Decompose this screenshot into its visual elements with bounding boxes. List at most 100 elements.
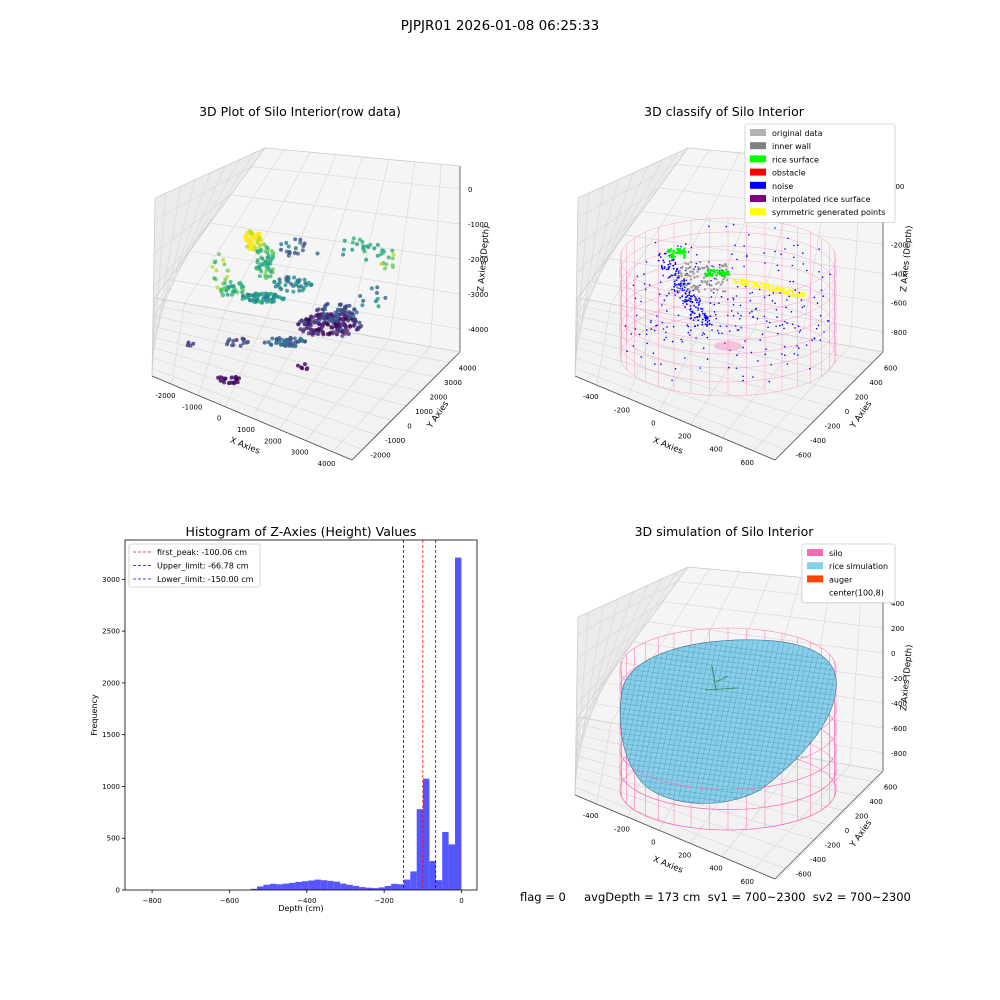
y-gridline xyxy=(153,336,407,407)
data-point xyxy=(298,327,303,332)
data-point xyxy=(246,292,251,297)
rice-surface-point xyxy=(720,269,724,272)
x-tick-label: 4000 xyxy=(318,460,336,468)
noise-point xyxy=(674,284,676,287)
noise-point xyxy=(660,264,663,267)
data-point xyxy=(257,274,262,279)
noise-point xyxy=(662,328,665,330)
noise-point xyxy=(646,342,648,345)
noise-point xyxy=(789,280,791,283)
histogram-bar xyxy=(250,888,258,890)
noise-point xyxy=(650,328,652,331)
noise-point xyxy=(708,225,710,228)
histogram-bar xyxy=(384,885,392,890)
noise-point xyxy=(781,324,784,326)
rice-surface-point xyxy=(683,247,686,250)
data-point xyxy=(264,276,269,281)
noise-point xyxy=(751,310,753,313)
noise-point xyxy=(724,342,726,345)
raw-data-3d-plot: 3D Plot of Silo Interior(row data)-2000-… xyxy=(151,104,492,468)
inner-wall-point xyxy=(680,272,683,275)
pane-edge xyxy=(577,147,689,299)
rice-surface-point xyxy=(667,248,670,252)
noise-point xyxy=(683,286,686,289)
data-point xyxy=(238,280,242,285)
noise-point xyxy=(686,294,689,297)
y-tick-label: 0 xyxy=(116,887,120,895)
rice-surface-point xyxy=(671,253,675,256)
data-point xyxy=(283,283,288,288)
noise-point xyxy=(668,265,671,268)
noise-point xyxy=(749,292,751,295)
histogram-bar xyxy=(442,832,449,890)
x-axis-label: X Axies xyxy=(228,436,261,457)
noise-point xyxy=(624,325,627,327)
data-point xyxy=(381,250,385,255)
z-tick-label: 0 xyxy=(468,186,472,194)
noise-point xyxy=(718,332,720,335)
y-tick-label: 4000 xyxy=(459,364,477,372)
noise-point xyxy=(774,302,776,305)
z-tick-label: 0 xyxy=(891,650,895,658)
data-point xyxy=(279,287,284,292)
noise-point xyxy=(698,301,700,303)
data-point xyxy=(220,293,225,298)
noise-point xyxy=(712,292,715,294)
rice-surface-point xyxy=(672,249,675,252)
noise-point xyxy=(699,284,701,287)
data-point xyxy=(360,240,365,244)
symmetric-point xyxy=(744,283,748,286)
z-tick-label: -800 xyxy=(891,750,907,758)
data-point xyxy=(300,288,305,293)
noise-point xyxy=(697,307,699,309)
legend-swatch xyxy=(750,155,766,163)
data-point xyxy=(253,245,258,250)
inner-wall-point xyxy=(715,282,718,285)
legend-swatch xyxy=(807,562,823,570)
noise-point xyxy=(697,309,699,311)
noise-point xyxy=(663,267,666,270)
noise-point xyxy=(698,314,701,317)
data-point xyxy=(341,247,346,252)
noise-point xyxy=(744,285,747,288)
noise-point xyxy=(634,328,637,330)
noise-point xyxy=(823,331,825,333)
data-point xyxy=(274,340,279,345)
data-point xyxy=(218,378,223,383)
noise-point xyxy=(805,344,808,346)
noise-point xyxy=(638,333,641,336)
y-tick-label: 400 xyxy=(869,798,882,806)
left-wall-pane xyxy=(152,148,265,376)
data-point xyxy=(347,303,352,308)
symmetric-point xyxy=(802,292,806,296)
rice-surface-point xyxy=(726,270,729,273)
noise-point xyxy=(817,324,820,327)
noise-point xyxy=(734,244,736,246)
z-gridline xyxy=(576,641,634,707)
z-gridline xyxy=(574,281,591,357)
noise-point xyxy=(673,290,676,292)
data-point xyxy=(357,237,362,242)
y-tick-label: 0 xyxy=(845,827,849,835)
data-point xyxy=(342,238,347,243)
noise-point xyxy=(709,315,712,317)
y-tick-label: 3000 xyxy=(102,576,120,584)
noise-point xyxy=(819,339,822,342)
noise-point xyxy=(662,259,665,262)
inner-wall-point xyxy=(696,270,699,273)
inner-wall-point xyxy=(680,266,684,269)
noise-point xyxy=(710,323,713,326)
inner-wall-point xyxy=(683,284,686,287)
data-point xyxy=(231,339,236,343)
y-tick-label: 600 xyxy=(884,783,897,791)
pane-edge xyxy=(154,147,266,299)
noise-point xyxy=(688,297,691,299)
noise-point xyxy=(772,292,775,294)
noise-point xyxy=(672,258,675,261)
chart-title: Histogram of Z-Axies (Height) Values xyxy=(186,524,417,539)
y-gridline xyxy=(575,787,786,869)
pane-edge xyxy=(574,616,579,796)
noise-point xyxy=(700,307,702,310)
data-point xyxy=(234,338,239,342)
mesh-line xyxy=(725,639,767,804)
